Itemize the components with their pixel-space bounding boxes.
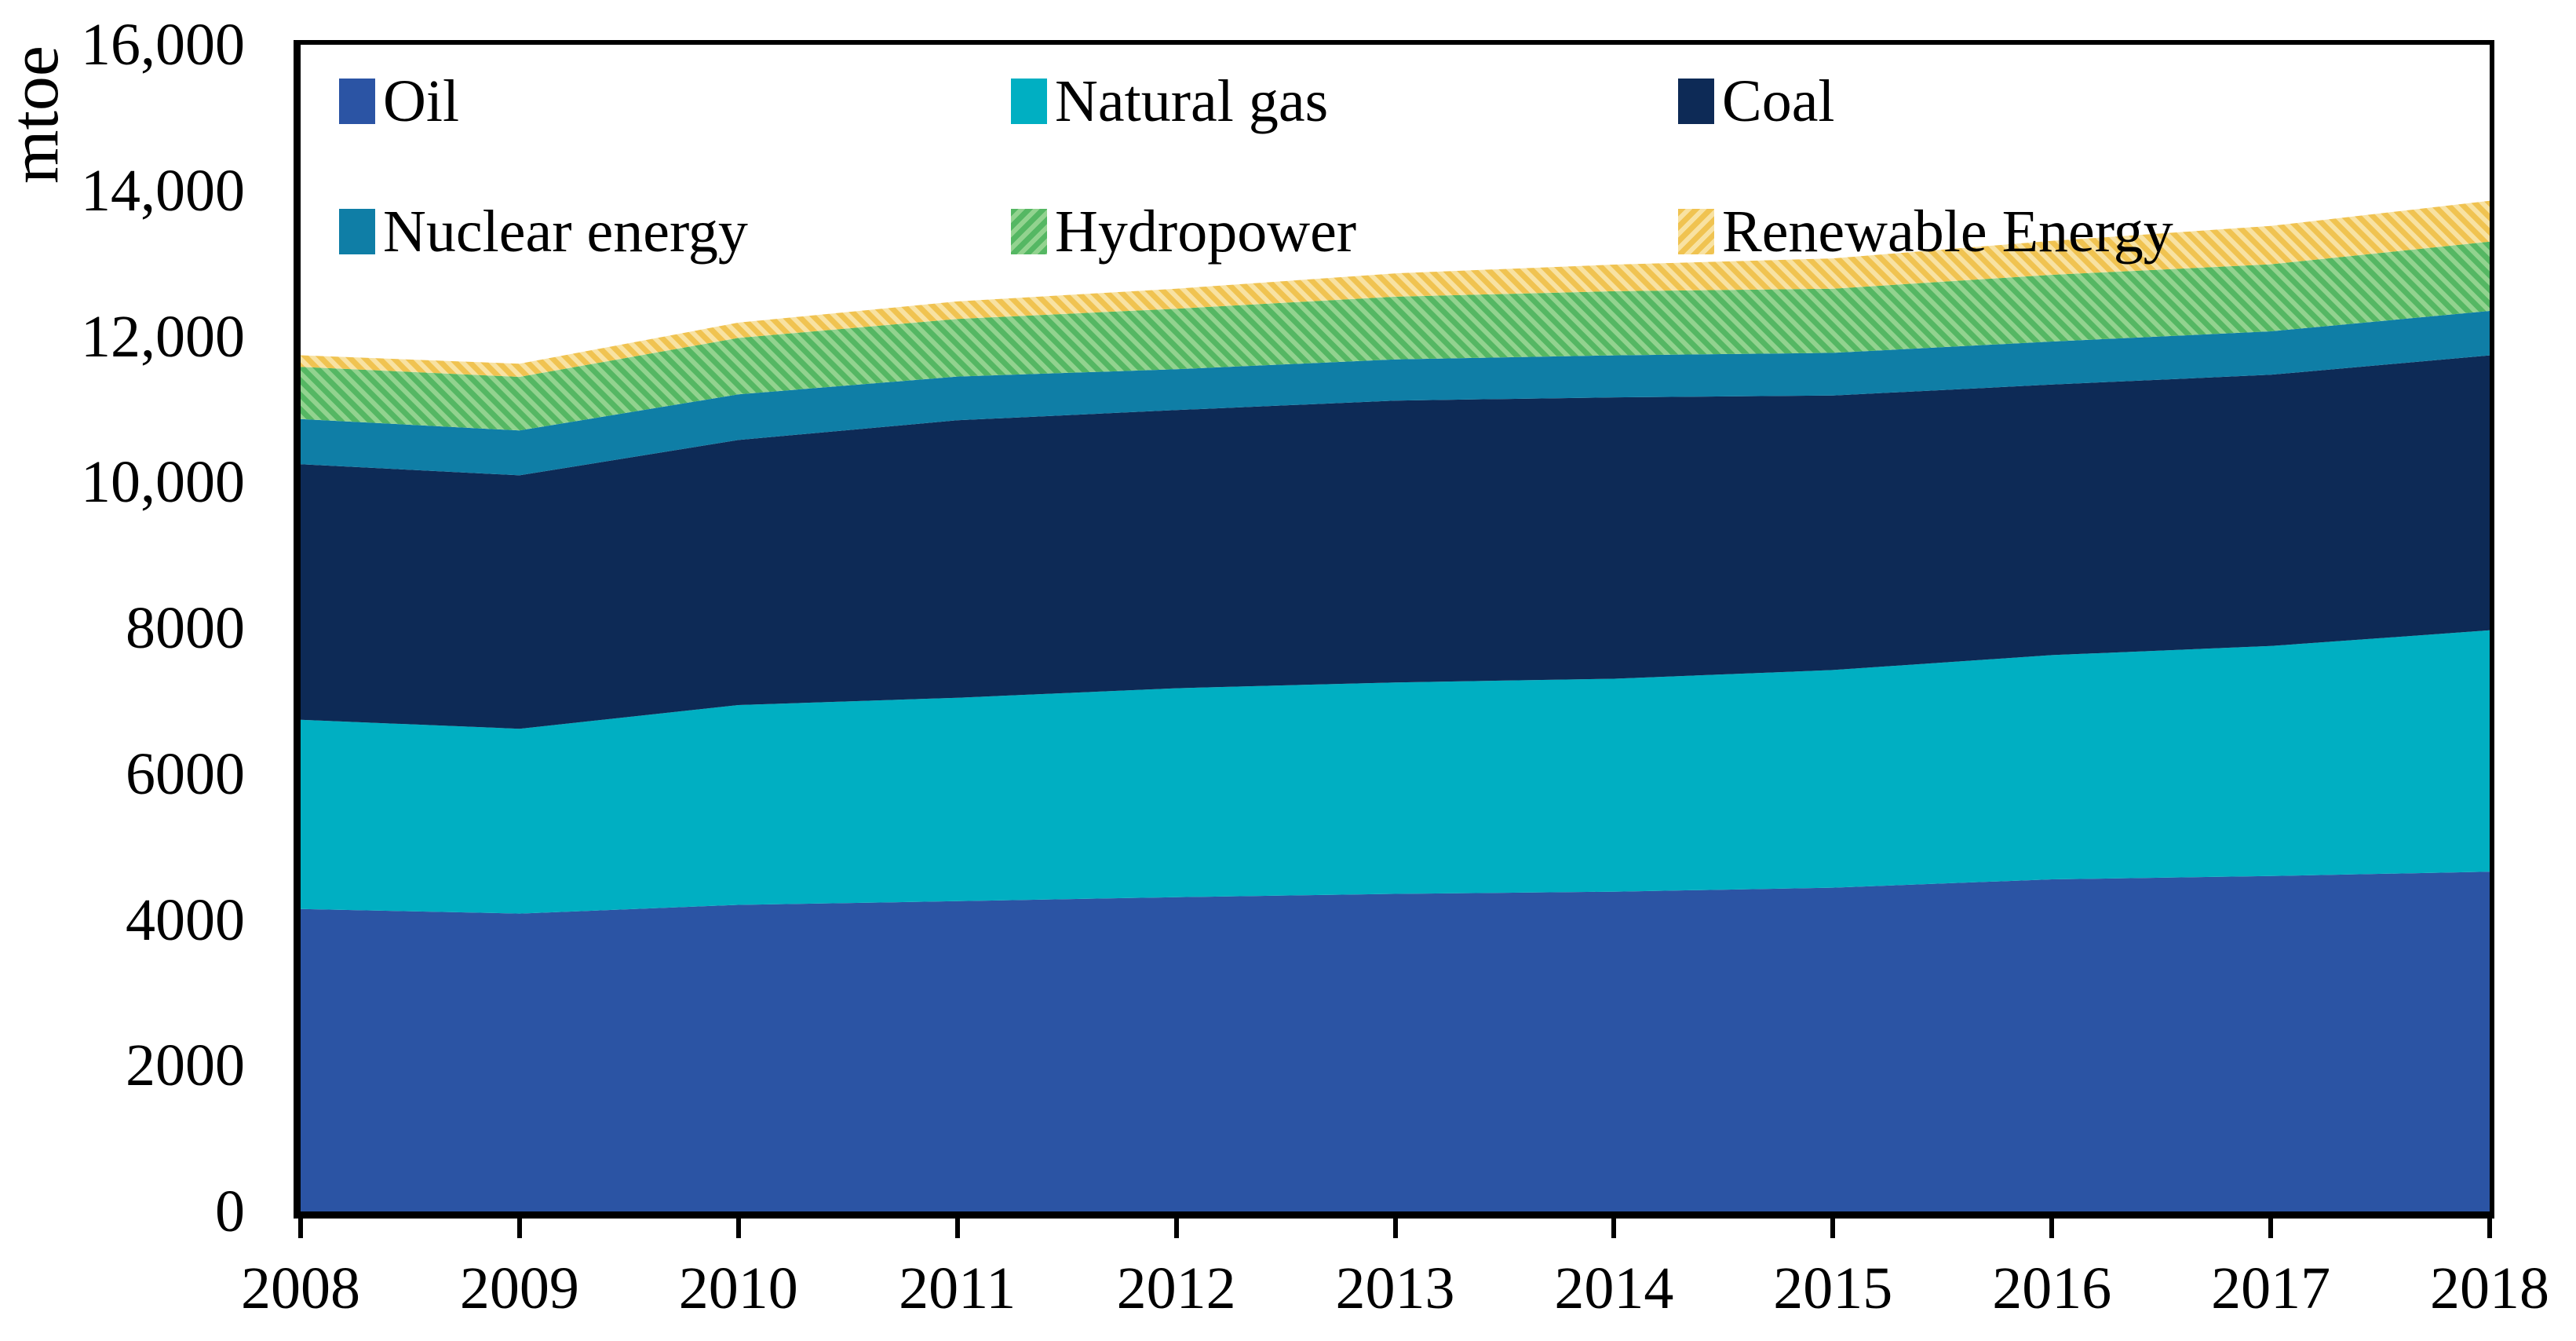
- area-series-hydropower: [301, 241, 2490, 431]
- x-tick-label: 2014: [1554, 1255, 1674, 1321]
- area-series-natural-gas: [301, 630, 2490, 914]
- y-tick-label: 8000: [126, 595, 245, 661]
- y-tick-label: 6000: [126, 740, 245, 807]
- legend-label: Nuclear energy: [383, 199, 748, 265]
- y-tick-label: 2000: [126, 1032, 245, 1099]
- legend-item-hydropower: Hydropower: [1011, 202, 1356, 261]
- legend-label: Renewable Energy: [1722, 199, 2173, 265]
- x-tick-mark: [1173, 1219, 1179, 1238]
- area-series-renewable-energy: [301, 200, 2490, 377]
- x-tick-mark: [2487, 1219, 2492, 1238]
- y-tick-label: 16,000: [81, 12, 245, 78]
- y-tick-label: 12,000: [81, 303, 245, 370]
- legend-swatch-natural-gas: [1011, 79, 1047, 124]
- x-tick-label: 2017: [2211, 1255, 2331, 1321]
- legend-swatch-hydropower: [1011, 209, 1047, 254]
- legend-item-oil: Oil: [339, 71, 459, 131]
- y-tick-label: 4000: [126, 886, 245, 953]
- x-tick-label: 2013: [1335, 1255, 1455, 1321]
- y-tick-label: 0: [215, 1178, 245, 1244]
- x-tick-mark: [954, 1219, 960, 1238]
- legend-item-renewable-energy: Renewable Energy: [1678, 202, 2173, 261]
- x-tick-label: 2009: [459, 1255, 579, 1321]
- legend-item-coal: Coal: [1678, 71, 1835, 131]
- legend-swatch-renewable-energy: [1678, 209, 1714, 254]
- legend-swatch-nuclear-energy: [339, 209, 375, 254]
- x-tick-mark: [298, 1219, 303, 1238]
- legend-label: Hydropower: [1055, 199, 1357, 265]
- legend-label: Oil: [383, 68, 460, 134]
- x-tick-mark: [2049, 1219, 2055, 1238]
- x-tick-mark: [516, 1219, 522, 1238]
- x-tick-mark: [735, 1219, 741, 1238]
- plot-area: Oil Natural gas Coal Nuclear energy Hydropow…: [294, 40, 2494, 1219]
- legend-label: Natural gas: [1055, 68, 1329, 134]
- legend-item-natural-gas: Natural gas: [1011, 71, 1328, 131]
- x-tick-label: 2010: [678, 1255, 798, 1321]
- stacked-area-svg: [301, 200, 2490, 1211]
- x-tick-label: 2016: [1992, 1255, 2112, 1321]
- x-tick-mark: [1830, 1219, 1836, 1238]
- x-tick-label: 2008: [241, 1255, 360, 1321]
- legend-swatch-oil: [339, 79, 375, 124]
- area-series-oil: [301, 871, 2490, 1211]
- legend-label: Coal: [1722, 68, 1835, 134]
- area-series-coal: [301, 355, 2490, 729]
- x-tick-mark: [1392, 1219, 1398, 1238]
- x-tick-label: 2011: [899, 1255, 1016, 1321]
- x-tick-mark: [2268, 1219, 2274, 1238]
- legend-swatch-coal: [1678, 79, 1714, 124]
- x-tick-label: 2015: [1773, 1255, 1893, 1321]
- legend-item-nuclear-energy: Nuclear energy: [339, 202, 748, 261]
- x-tick-label: 2018: [2430, 1255, 2549, 1321]
- x-tick-label: 2012: [1116, 1255, 1236, 1321]
- x-tick-mark: [1611, 1219, 1617, 1238]
- area-series-nuclear-energy: [301, 311, 2490, 476]
- y-tick-label: 10,000: [81, 449, 245, 516]
- y-tick-label: 14,000: [81, 157, 245, 224]
